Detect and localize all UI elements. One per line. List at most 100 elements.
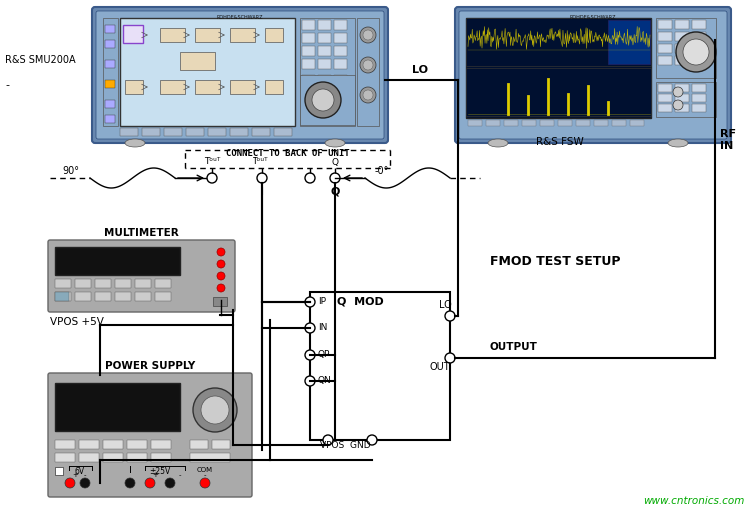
- Circle shape: [360, 57, 376, 73]
- Circle shape: [363, 90, 373, 100]
- Circle shape: [330, 173, 340, 183]
- Bar: [334, 33, 347, 43]
- Text: ROHDE&SCHWARZ: ROHDE&SCHWARZ: [570, 15, 616, 20]
- Bar: [594, 120, 608, 126]
- Bar: [300, 75, 355, 125]
- Bar: [55, 279, 71, 288]
- Text: LO: LO: [438, 300, 451, 310]
- Circle shape: [305, 173, 315, 183]
- Bar: [123, 25, 143, 43]
- Bar: [55, 247, 180, 275]
- Circle shape: [207, 173, 217, 183]
- Circle shape: [201, 396, 229, 424]
- Bar: [120, 18, 295, 126]
- Circle shape: [363, 30, 373, 40]
- Bar: [466, 18, 651, 118]
- Bar: [302, 33, 315, 43]
- Bar: [208, 128, 226, 136]
- Bar: [300, 18, 355, 126]
- Circle shape: [217, 248, 225, 256]
- Circle shape: [305, 376, 315, 386]
- Bar: [334, 75, 347, 85]
- Circle shape: [257, 173, 267, 183]
- Text: I̅ᵒᵘᵀ: I̅ᵒᵘᵀ: [256, 157, 269, 167]
- Text: +: +: [152, 472, 158, 478]
- Text: IN: IN: [318, 323, 327, 333]
- Bar: [103, 440, 123, 449]
- Circle shape: [217, 272, 225, 280]
- Bar: [135, 279, 151, 288]
- Circle shape: [676, 32, 716, 72]
- FancyBboxPatch shape: [96, 11, 384, 139]
- Bar: [302, 59, 315, 69]
- Bar: [675, 94, 689, 102]
- Bar: [675, 84, 689, 92]
- Bar: [127, 440, 147, 449]
- Bar: [692, 104, 706, 112]
- Circle shape: [673, 100, 683, 110]
- Bar: [79, 440, 99, 449]
- Bar: [656, 82, 716, 117]
- Bar: [612, 120, 626, 126]
- Bar: [151, 440, 171, 449]
- Bar: [160, 28, 185, 42]
- Bar: [302, 75, 315, 85]
- Bar: [105, 115, 115, 123]
- FancyBboxPatch shape: [92, 7, 388, 143]
- Bar: [318, 75, 331, 85]
- Bar: [125, 80, 143, 94]
- Circle shape: [363, 60, 373, 70]
- Bar: [55, 453, 75, 462]
- Bar: [318, 59, 331, 69]
- Bar: [230, 80, 255, 94]
- Bar: [675, 56, 689, 65]
- Bar: [334, 59, 347, 69]
- Bar: [265, 80, 283, 94]
- Text: OUT: OUT: [429, 362, 451, 372]
- Bar: [55, 292, 69, 301]
- Circle shape: [193, 388, 237, 432]
- Ellipse shape: [488, 139, 508, 147]
- Text: ROHDE&SCHWARZ: ROHDE&SCHWARZ: [217, 15, 263, 20]
- Bar: [310, 292, 450, 440]
- Text: www.cntronics.com: www.cntronics.com: [643, 496, 745, 506]
- Bar: [265, 28, 283, 42]
- Bar: [190, 453, 230, 462]
- Circle shape: [683, 39, 709, 65]
- Bar: [115, 279, 131, 288]
- Text: +: +: [72, 472, 78, 478]
- Bar: [75, 279, 91, 288]
- FancyBboxPatch shape: [48, 373, 252, 497]
- Ellipse shape: [668, 139, 688, 147]
- Circle shape: [217, 260, 225, 268]
- Text: QP: QP: [318, 350, 330, 360]
- Bar: [274, 128, 292, 136]
- Text: -: -: [178, 472, 181, 478]
- Ellipse shape: [325, 139, 345, 147]
- Bar: [135, 292, 151, 301]
- Bar: [318, 46, 331, 56]
- Bar: [334, 88, 347, 98]
- Bar: [125, 28, 143, 42]
- Bar: [466, 68, 651, 116]
- Text: OUTPUT: OUTPUT: [490, 342, 538, 352]
- Text: -: -: [84, 472, 86, 478]
- Bar: [608, 20, 650, 64]
- Bar: [120, 128, 138, 136]
- Bar: [186, 128, 204, 136]
- Bar: [658, 104, 672, 112]
- Bar: [105, 25, 115, 33]
- Bar: [55, 383, 180, 431]
- Bar: [692, 20, 706, 29]
- Text: Q: Q: [330, 187, 339, 197]
- Bar: [504, 120, 518, 126]
- Text: QN: QN: [318, 376, 332, 386]
- Circle shape: [323, 435, 333, 445]
- Circle shape: [445, 353, 455, 363]
- Bar: [692, 44, 706, 53]
- Text: Q  MOD: Q MOD: [336, 296, 383, 306]
- Bar: [180, 52, 215, 70]
- Bar: [105, 100, 115, 108]
- Circle shape: [312, 89, 334, 111]
- Bar: [302, 88, 315, 98]
